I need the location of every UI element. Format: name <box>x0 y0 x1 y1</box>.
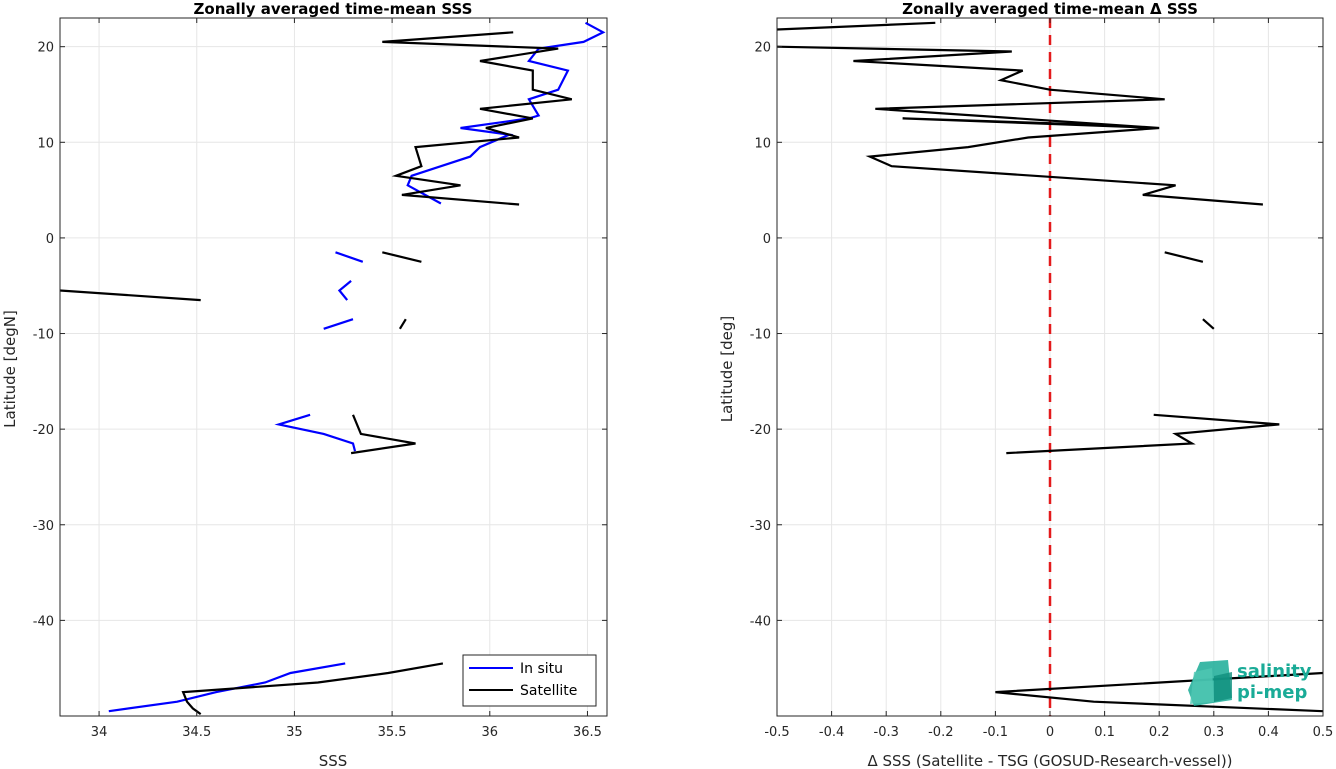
sss-xtick-label: 35 <box>286 725 303 740</box>
sss-satellite-line-segment-0 <box>382 31 573 206</box>
sss-xtick-label: 35.5 <box>378 725 407 740</box>
sss-satellite-line-segment-1 <box>382 251 422 263</box>
sss-ytick-label: -20 <box>33 423 54 438</box>
sss-ytick-label: -30 <box>33 519 54 534</box>
delta-xtick-label: 0.2 <box>1149 725 1170 740</box>
sss-ytick-label: 20 <box>37 41 54 56</box>
sss-xtick-label: 34.5 <box>182 725 211 740</box>
delta-title: Zonally averaged time-mean Δ SSS <box>902 0 1198 18</box>
salinity-pi-mep-logo: salinity pi-mep <box>1188 660 1312 706</box>
delta-series-line-segment-3 <box>1202 318 1215 330</box>
sss-in-situ-line-segment-2 <box>337 280 352 301</box>
delta-series-line-segment-1 <box>777 45 1263 206</box>
sss-axes-box <box>59 17 608 717</box>
sss-satellite-line-segment-2 <box>60 289 201 302</box>
logo-mark-icon <box>1188 660 1232 706</box>
delta-sss-panel: -0.5 -0.4 -0.3 -0.2 -0.1 0 0.1 0.2 0.3 0.4 0.5 20 10… <box>718 0 1333 769</box>
sss-grid <box>60 18 607 716</box>
delta-series-line-segment-5 <box>995 671 1323 713</box>
delta-xtick-label: -0.1 <box>983 725 1008 740</box>
delta-ytick-label: -20 <box>750 423 771 438</box>
delta-ytick-label: -30 <box>750 519 771 534</box>
delta-ylabel: Latitude [deg] <box>718 316 736 422</box>
delta-ytick-label: -40 <box>750 614 771 629</box>
sss-satellite-line-segment-4 <box>350 414 416 455</box>
sss-panel: 34 34.5 35 35.5 36 36.5 20 10 0 -10 -20 -30 -40 Zona… <box>1 0 608 769</box>
sss-ylabel: Latitude [degN] <box>1 310 19 428</box>
delta-xtick-label: 0.3 <box>1203 725 1224 740</box>
delta-series <box>777 21 1323 713</box>
sss-series <box>60 21 606 715</box>
delta-ytick-label: 10 <box>754 136 771 151</box>
delta-series-line-segment-0 <box>777 21 936 31</box>
legend-label-satellite: Satellite <box>520 683 577 699</box>
delta-ticks: -0.5 -0.4 -0.3 -0.2 -0.1 0 0.1 0.2 0.3 0.4 0.5 20 10… <box>750 18 1334 740</box>
delta-xtick-label: 0.4 <box>1258 725 1279 740</box>
sss-ytick-label: -40 <box>33 614 54 629</box>
delta-xtick-label: -0.3 <box>874 725 899 740</box>
delta-ytick-label: 0 <box>763 232 771 247</box>
delta-xtick-label: 0 <box>1046 725 1054 740</box>
sss-satellite-line-segment-5 <box>181 662 444 715</box>
sss-ytick-label: -10 <box>33 328 54 343</box>
delta-ytick-label: -10 <box>750 328 771 343</box>
delta-series-line-segment-2 <box>1164 251 1204 263</box>
delta-series-line-segment-4 <box>1006 413 1280 455</box>
delta-xtick-label: -0.4 <box>819 725 844 740</box>
delta-xtick-label: -0.2 <box>928 725 953 740</box>
legend: In situ Satellite <box>462 654 597 707</box>
sss-xtick-label: 34 <box>91 725 108 740</box>
legend-box <box>462 654 597 707</box>
legend-label-in-situ: In situ <box>520 661 563 677</box>
sss-ytick-label: 0 <box>46 232 54 247</box>
sss-xtick-label: 36.5 <box>573 725 602 740</box>
logo-line1: salinity <box>1237 661 1312 682</box>
sss-in-situ-line-segment-1 <box>335 251 364 263</box>
delta-xlabel: Δ SSS (Satellite - TSG (GOSUD-Research-v… <box>867 752 1232 769</box>
sss-title: Zonally averaged time-mean SSS <box>194 0 473 18</box>
delta-ytick-label: 20 <box>754 41 771 56</box>
sss-ytick-label: 10 <box>37 136 54 151</box>
delta-xtick-label: 0.5 <box>1313 725 1334 740</box>
sss-plot-area <box>60 18 607 716</box>
delta-xtick-label: -0.5 <box>764 725 789 740</box>
logo-line2: pi-mep <box>1237 682 1307 703</box>
sss-in-situ-line-segment-4 <box>274 413 357 452</box>
sss-satellite-line-segment-3 <box>398 318 407 330</box>
sss-xtick-label: 36 <box>482 725 499 740</box>
sss-xlabel: SSS <box>319 752 348 769</box>
delta-xtick-label: 0.1 <box>1094 725 1115 740</box>
sss-ticks: 34 34.5 35 35.5 36 36.5 20 10 0 -10 -20 -30 -40 <box>33 18 607 740</box>
sss-in-situ-line-segment-3 <box>323 318 354 330</box>
